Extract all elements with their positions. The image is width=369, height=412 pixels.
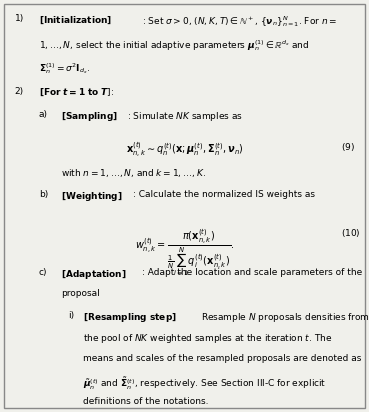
Text: $(9)$: $(9)$ [341,141,355,153]
Text: : Simulate $NK$ samples as: : Simulate $NK$ samples as [127,110,243,124]
Text: $\mathbf{[Adaptation]}$: $\mathbf{[Adaptation]}$ [61,268,127,281]
Text: c): c) [39,268,47,277]
Text: $\mathbf{[Resampling\ step]}$: $\mathbf{[Resampling\ step]}$ [83,311,177,324]
Text: Resample $N$ proposals densities from: Resample $N$ proposals densities from [201,311,369,324]
Text: $(10)$: $(10)$ [341,227,361,239]
Text: proposal: proposal [61,289,100,298]
Text: : Adapt the location and scale parameters of the: : Adapt the location and scale parameter… [142,268,362,277]
Text: $\boldsymbol{\Sigma}_n^{(1)} = \sigma^2\mathbf{I}_{d_x}$.: $\boldsymbol{\Sigma}_n^{(1)} = \sigma^2\… [39,61,90,76]
Text: a): a) [39,110,48,119]
Text: $w_{n,k}^{(t)} = \dfrac{\pi(\mathbf{x}_{n,k}^{(t)})}{\frac{1}{N}\sum_{i=1}^{N} q: $w_{n,k}^{(t)} = \dfrac{\pi(\mathbf{x}_{… [135,227,234,278]
Text: $\mathbf{[Sampling]}$: $\mathbf{[Sampling]}$ [61,110,118,124]
Text: the pool of $NK$ weighted samples at the iteration $t$. The: the pool of $NK$ weighted samples at the… [83,332,332,346]
Text: b): b) [39,190,48,199]
Text: $\mathbf{[For}\ \boldsymbol{t=1}\ \mathbf{to}\ \boldsymbol{T}]$:: $\mathbf{[For}\ \boldsymbol{t=1}\ \mathb… [39,87,114,98]
FancyBboxPatch shape [4,4,365,408]
Text: with $n=1,\ldots,N$, and $k=1,\ldots,K$.: with $n=1,\ldots,N$, and $k=1,\ldots,K$. [61,167,206,179]
Text: i): i) [68,311,75,320]
Text: 1): 1) [15,14,24,23]
Text: $\tilde{\boldsymbol{\mu}}_n^{(t)}$ and $\tilde{\boldsymbol{\Sigma}}_n^{(t)}$, re: $\tilde{\boldsymbol{\mu}}_n^{(t)}$ and $… [83,375,327,391]
Text: definitions of the notations.: definitions of the notations. [83,397,208,406]
Text: $\mathbf{x}_{n,k}^{(t)} \sim q_n^{(t)}(\mathbf{x};\boldsymbol{\mu}_n^{(t)},\bold: $\mathbf{x}_{n,k}^{(t)} \sim q_n^{(t)}(\… [126,141,243,160]
Text: means and scales of the resampled proposals are denoted as: means and scales of the resampled propos… [83,354,361,363]
Text: 2): 2) [15,87,24,96]
Text: : Set $\sigma > 0$, $(N,K,T)\in\mathbb{N}^+$, $\{\boldsymbol{\nu}_n\}_{n=1}^N$. : : Set $\sigma > 0$, $(N,K,T)\in\mathbb{N… [142,14,337,29]
Text: : Calculate the normalized IS weights as: : Calculate the normalized IS weights as [133,190,315,199]
Text: $1,\ldots,N$, select the initial adaptive parameters $\boldsymbol{\mu}_n^{(1)}\i: $1,\ldots,N$, select the initial adaptiv… [39,38,309,53]
Text: $\mathbf{[Weighting]}$: $\mathbf{[Weighting]}$ [61,190,123,203]
Text: $\mathbf{[Initialization]}$: $\mathbf{[Initialization]}$ [39,14,112,26]
